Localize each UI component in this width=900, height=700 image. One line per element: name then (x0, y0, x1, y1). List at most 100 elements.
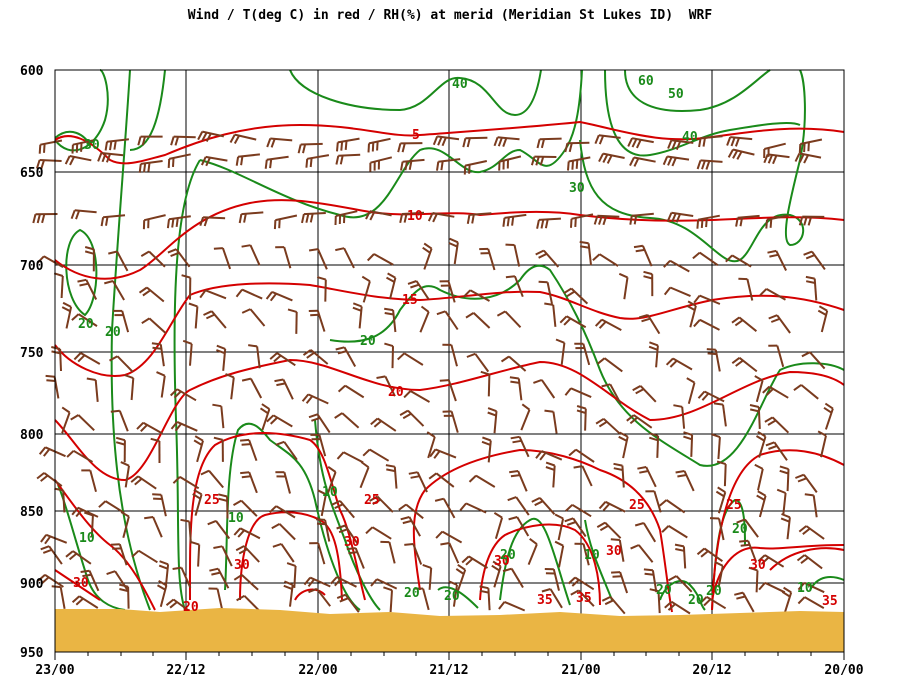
wind-barb-feather (734, 137, 740, 147)
wind-barb-feather (707, 352, 717, 356)
wind-barb (746, 278, 754, 301)
wind-barb-feather (800, 556, 809, 564)
wind-barb-feather (410, 475, 420, 479)
temperature-label: 25 (204, 493, 220, 508)
wind-barb-feather (507, 496, 517, 502)
wind-barb-feather (77, 278, 87, 283)
wind-barb-feather (498, 601, 506, 610)
wind-barb (409, 390, 431, 403)
wind-barb-feather (423, 242, 433, 250)
wind-barb-feather (798, 153, 805, 163)
wind-barb-feather (369, 211, 376, 221)
wind-barb-feather (213, 436, 223, 441)
wind-barb (475, 474, 496, 488)
wind-barb (215, 520, 231, 540)
wind-barb (221, 247, 232, 270)
wind-barb-feather (334, 578, 342, 587)
wind-barb (764, 581, 786, 594)
wind-barb-feather (301, 393, 310, 402)
wind-barb (804, 596, 825, 609)
wind-barb-feather (203, 217, 209, 227)
wind-barb-feather (266, 138, 272, 148)
wind-barb-feather (108, 250, 118, 255)
wind-barb-feather (643, 568, 653, 572)
wind-barb-feather (427, 212, 434, 222)
wind-barb-feather (575, 159, 579, 169)
wind-barb-feather (110, 543, 120, 546)
wind-barb-feather (237, 529, 245, 538)
wind-barb-feather (172, 476, 181, 484)
wind-barb-feather (805, 275, 815, 280)
wind-barb-feather (758, 582, 766, 591)
wind-barb (717, 437, 721, 460)
wind-barb (487, 588, 491, 611)
wind-barb-feather (261, 403, 270, 410)
wind-barb-feather (205, 133, 212, 142)
wind-barb-feather (635, 139, 642, 149)
wind-barb-feather (756, 494, 765, 501)
temperature-label: 30 (606, 544, 622, 559)
temperature-label: 10 (407, 209, 423, 224)
wind-barb-feather (598, 321, 607, 329)
wind-barb-feather (675, 470, 685, 474)
wind-barb-feather (739, 539, 749, 543)
wind-barb-feather (706, 348, 716, 351)
wind-barb-feather (506, 217, 510, 227)
wind-barb (283, 441, 298, 461)
wind-barb (450, 344, 458, 367)
wind-barb (122, 516, 130, 539)
wind-barb-feather (662, 156, 669, 166)
wind-barb-feather (124, 374, 134, 380)
wind-barb-feather (566, 290, 576, 298)
wind-barb (435, 472, 455, 488)
wind-barb-feather (75, 508, 83, 518)
wind-barb (371, 526, 392, 540)
rh-label: 20 (500, 548, 516, 563)
wind-barb-feather (768, 314, 778, 320)
wind-barb (148, 250, 166, 268)
wind-barb-feather (762, 385, 770, 394)
wind-barb-feather (783, 586, 792, 594)
wind-barb-feather (633, 215, 638, 225)
wind-barb-feather (272, 542, 282, 548)
wind-barb-feather (159, 560, 169, 566)
wind-barb-feather (238, 548, 248, 555)
wind-barb-feather (824, 402, 834, 410)
wind-barb (540, 379, 556, 399)
wind-barb-feather (768, 444, 778, 450)
wind-barb-feather (725, 254, 733, 263)
wind-barb-feather (823, 406, 833, 414)
wind-barb-feather (559, 315, 568, 324)
wind-barb-feather (401, 143, 406, 153)
wind-barb-feather (649, 341, 659, 347)
wind-barb-feather (75, 210, 81, 220)
wind-barb-feather (509, 470, 519, 474)
wind-barb-feather (779, 465, 789, 471)
wind-barb-feather (781, 590, 791, 598)
wind-barb-feather (635, 248, 645, 253)
wind-barb-feather (335, 155, 340, 165)
wind-barb-feather (370, 417, 379, 426)
wind-barb-feather (715, 490, 725, 498)
wind-barb (419, 311, 430, 333)
wind-barb-feather (362, 448, 371, 457)
wind-barb (552, 304, 557, 327)
wind-barb-feather (213, 247, 223, 250)
wind-barb-feather (303, 576, 311, 586)
wind-barb-feather (669, 359, 678, 368)
wind-barb (240, 499, 258, 517)
wind-barb-feather (440, 161, 444, 171)
wind-barb-feather (716, 460, 726, 466)
wind-barb-feather (82, 573, 92, 578)
wind-barb-feather (426, 431, 436, 438)
wind-barb (59, 586, 66, 609)
wind-barb-feather (61, 406, 71, 414)
wind-barbs (32, 130, 834, 615)
wind-barb-feather (140, 424, 148, 433)
wind-barb-feather (674, 543, 685, 548)
wind-barb-feather (480, 370, 490, 376)
wind-barb-feather (705, 218, 708, 228)
wind-barb-feather (595, 417, 605, 425)
wind-barb (557, 518, 565, 541)
wind-barb-feather (767, 249, 777, 254)
